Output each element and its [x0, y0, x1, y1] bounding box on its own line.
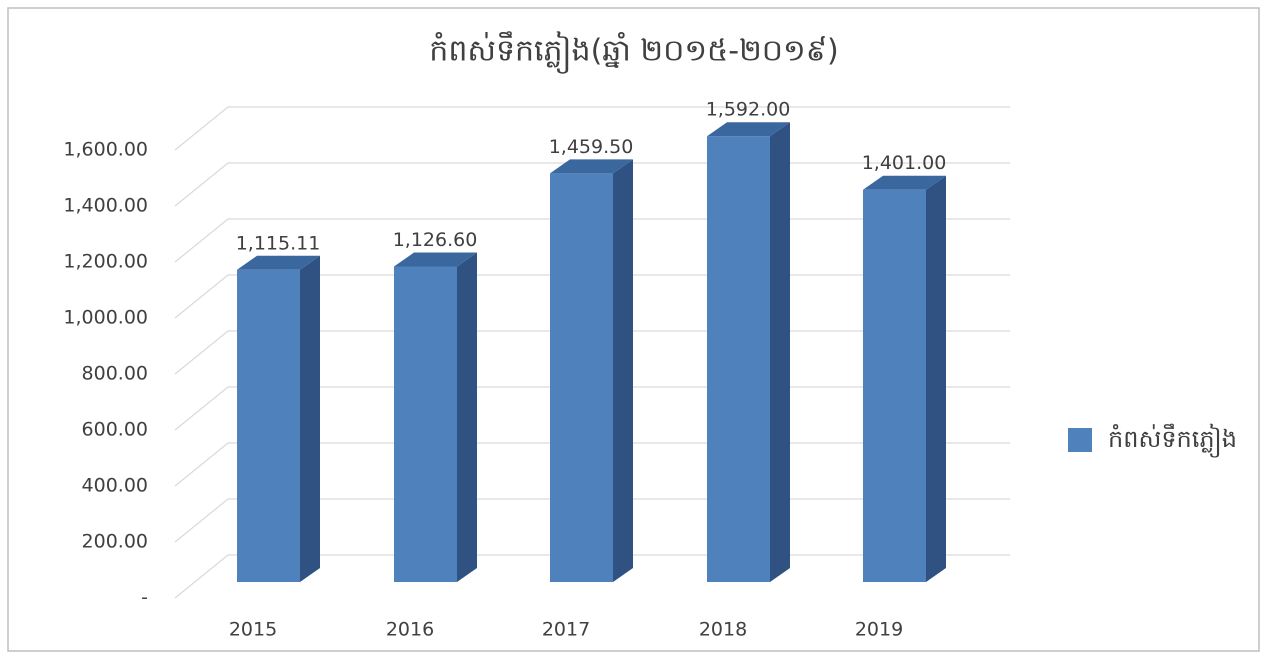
bar-top: [237, 255, 320, 270]
data-label: 1,592.00: [706, 99, 791, 121]
legend-swatch: [1068, 428, 1092, 452]
y-tick-label: 200.00: [82, 531, 148, 553]
chart-border: [7, 7, 1260, 652]
y-tick-label: 800.00: [82, 363, 148, 385]
grid-line: [174, 106, 1010, 151]
chart-title: កំពស់ទឹកភ្លៀង(ឆ្នាំ ២០១៥-២០១៩): [429, 31, 838, 75]
bar-top: [394, 252, 477, 267]
bar-side: [300, 255, 320, 582]
y-tick-label: 600.00: [82, 419, 148, 441]
y-tick-label: -: [141, 587, 148, 609]
bar-top: [550, 159, 633, 174]
x-tick-label: 2017: [542, 619, 590, 641]
bar: [237, 255, 320, 582]
bar-front: [707, 136, 770, 583]
legend-label: កំពស់ទឹកភ្លៀង: [1108, 423, 1237, 458]
bar-side: [926, 175, 946, 582]
bar-side: [770, 122, 790, 583]
bar: [863, 175, 946, 582]
data-label: 1,401.00: [862, 152, 947, 174]
bar-front: [863, 189, 926, 582]
x-tick-label: 2016: [386, 619, 434, 641]
x-tick-label: 2018: [699, 619, 747, 641]
y-tick-label: 1,400.00: [63, 195, 148, 217]
bar-top: [707, 122, 790, 137]
data-label: 1,126.60: [393, 229, 478, 251]
x-tick-label: 2015: [229, 619, 277, 641]
bar-side: [613, 159, 633, 582]
bar: [707, 122, 790, 583]
y-tick-label: 1,000.00: [63, 307, 148, 329]
y-tick-label: 1,600.00: [63, 139, 148, 161]
y-tick-label: 400.00: [82, 475, 148, 497]
bar: [550, 159, 633, 582]
y-tick-label: 1,200.00: [63, 251, 148, 273]
data-label: 1,459.50: [549, 136, 634, 158]
bar-side: [457, 252, 477, 582]
x-tick-label: 2019: [855, 619, 903, 641]
bar-top: [863, 175, 946, 190]
bar: [394, 252, 477, 582]
bar-front: [550, 173, 613, 582]
bar-front: [237, 269, 300, 582]
data-label: 1,115.11: [236, 232, 321, 254]
bar-front: [394, 266, 457, 582]
